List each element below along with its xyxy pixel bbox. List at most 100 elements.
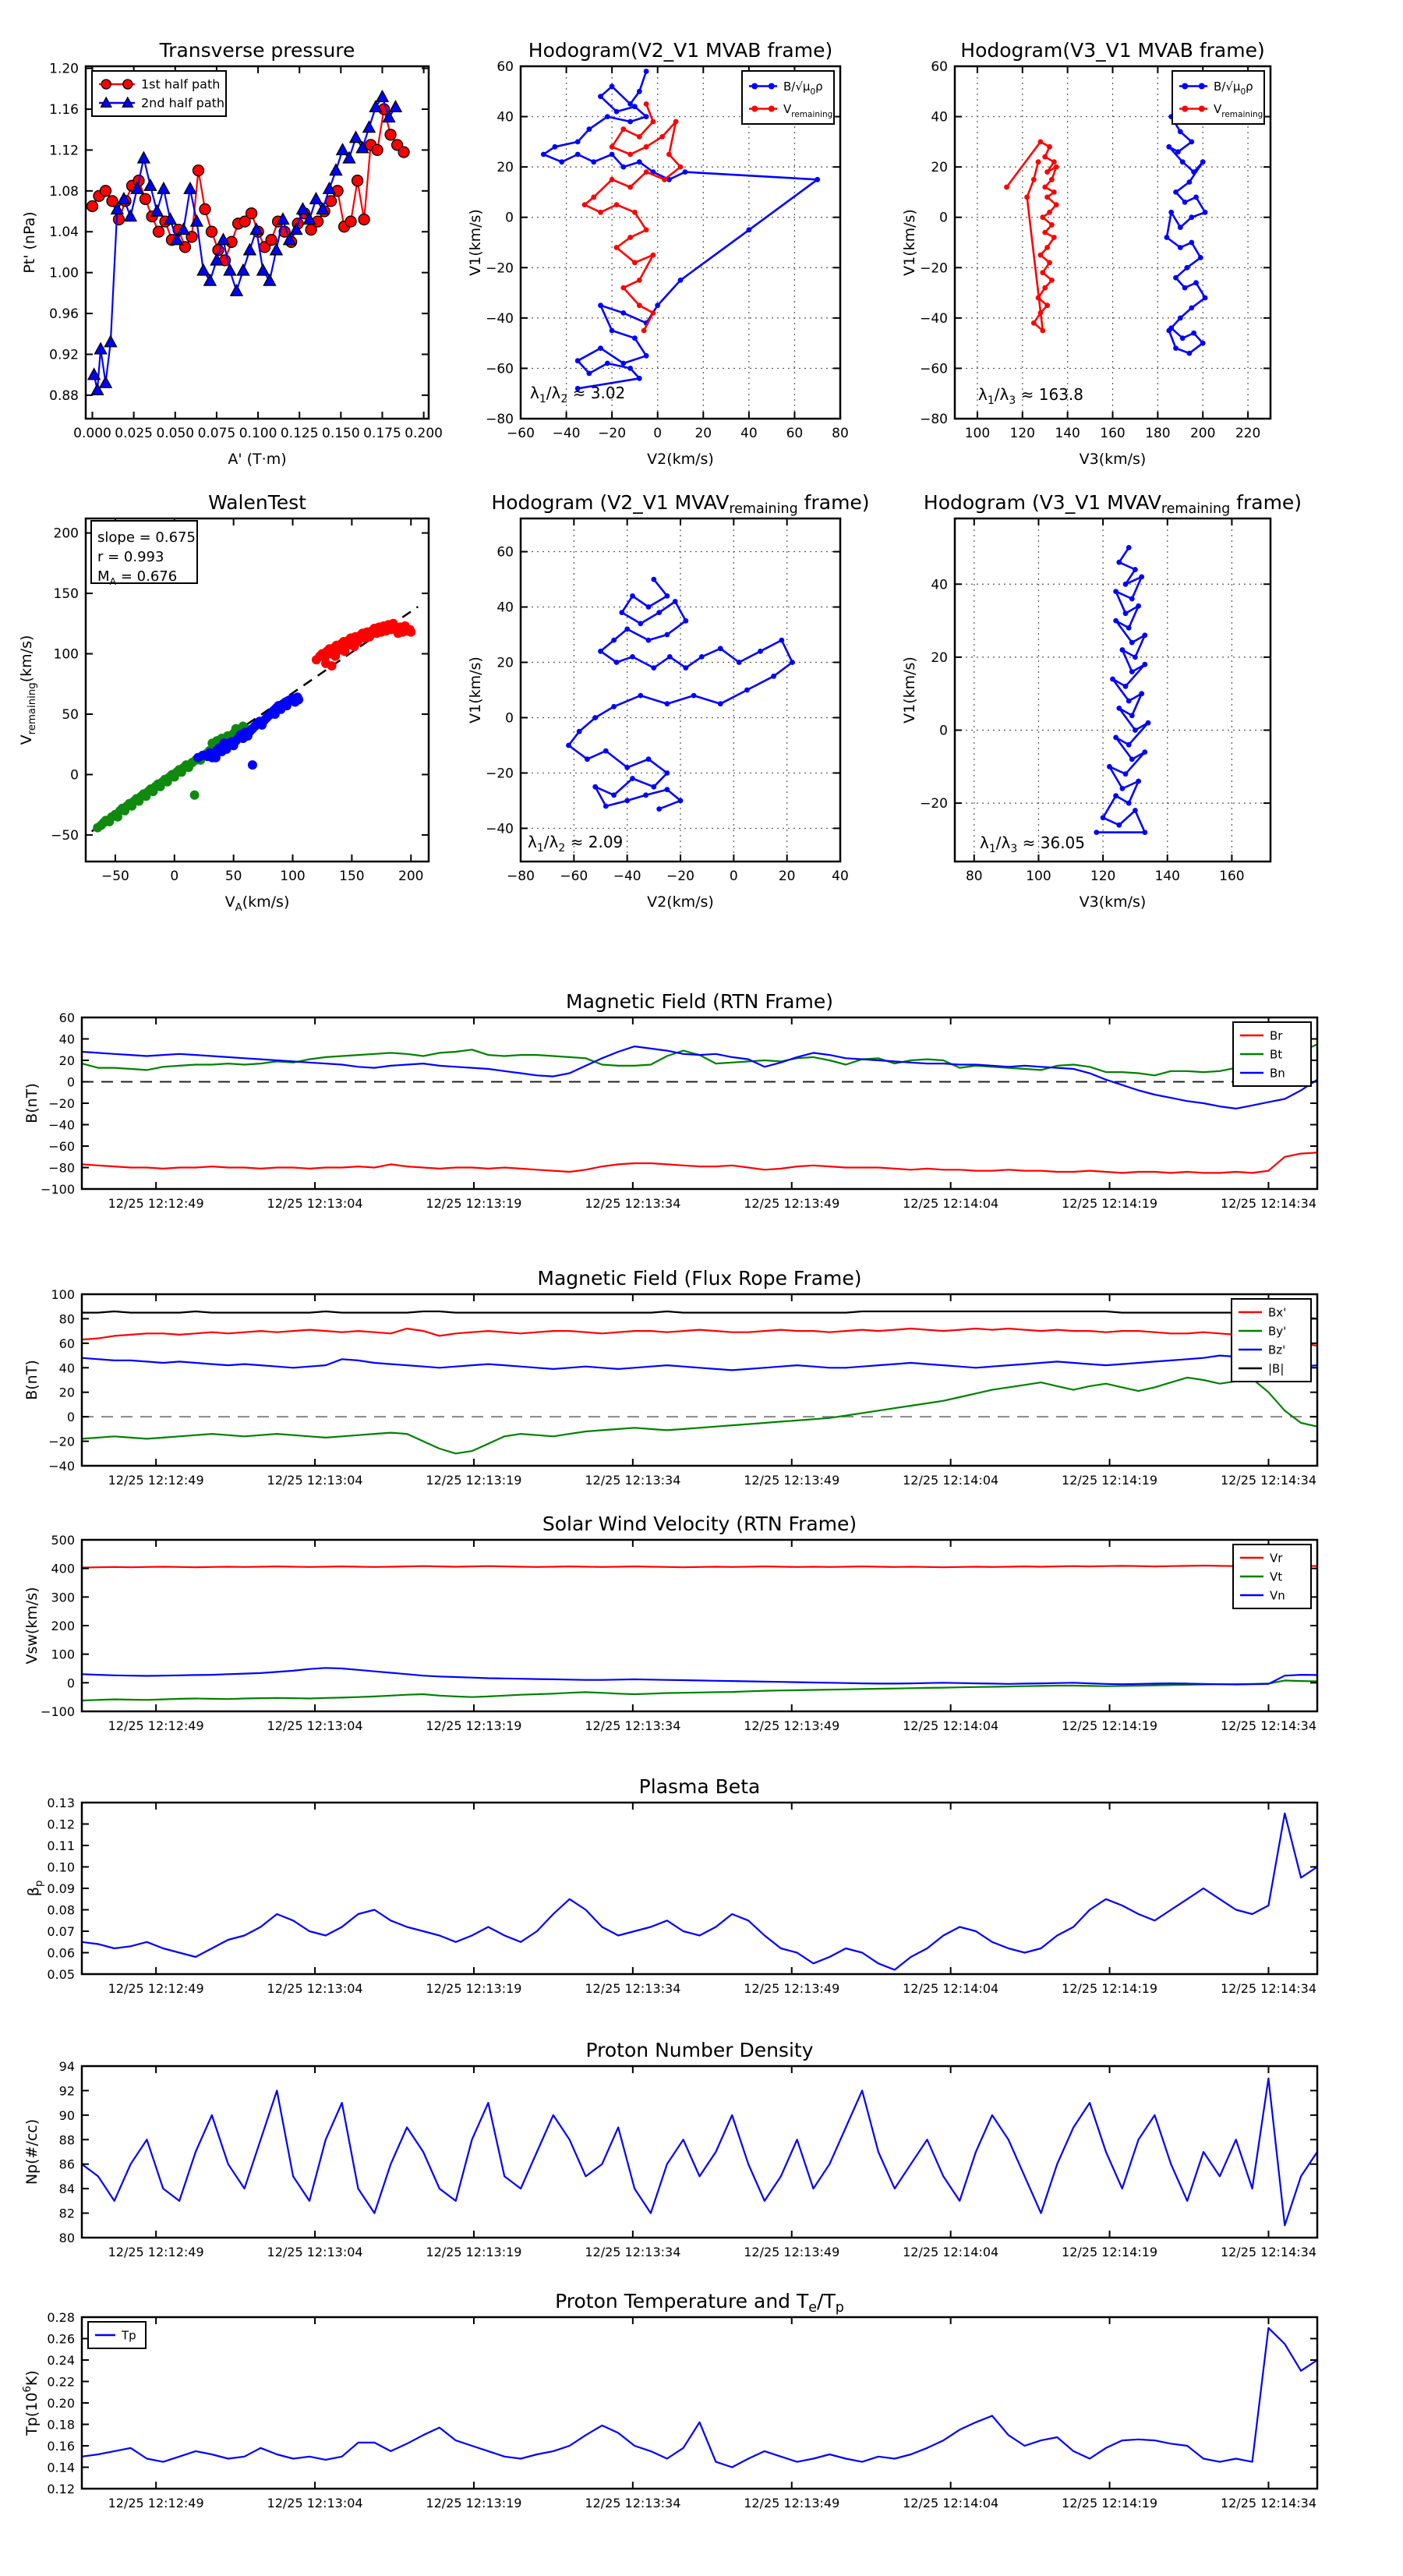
point-marker (664, 593, 670, 599)
point-marker (603, 803, 609, 809)
x-tick-label: 200 (1190, 426, 1215, 441)
point-marker (1179, 335, 1186, 341)
point-marker (609, 176, 615, 182)
x-tick-label: 40 (740, 426, 758, 441)
point-marker (1177, 225, 1183, 230)
triangle-marker (289, 222, 303, 235)
point-marker (683, 665, 689, 671)
x-tick-label: 140 (1155, 869, 1180, 884)
x-axis-label: V3(km/s) (1080, 451, 1147, 468)
y-tick-label: 60 (59, 1010, 75, 1025)
x-tick-label: 12/25 12:12:49 (108, 1718, 204, 1733)
point-marker (664, 701, 670, 707)
x-tick-label: −40 (553, 426, 581, 441)
y-tick-label: 0 (505, 710, 514, 726)
point-marker (673, 119, 679, 125)
y-tick-label: 0.07 (47, 1924, 75, 1939)
y-tick-label: 0 (67, 1410, 75, 1424)
y-tick-label: 200 (54, 526, 79, 542)
point-marker (199, 203, 211, 216)
y-axis-label: βp​ (25, 1881, 45, 1897)
y-tick-label: 1.00 (49, 266, 79, 281)
point-marker (1119, 647, 1126, 653)
point-marker (99, 185, 112, 197)
y-axis-label: V1(km/s) (467, 209, 484, 276)
point-marker (327, 661, 337, 671)
point-marker (585, 756, 590, 763)
point-marker (1113, 734, 1119, 741)
y-tick-label: −20 (486, 260, 514, 276)
point-marker (650, 252, 656, 258)
point-marker (586, 126, 592, 133)
triangle-marker (110, 202, 125, 215)
y-tick-label: 0.22 (47, 2375, 75, 2390)
axes-frame (519, 517, 842, 863)
triangle-marker (157, 181, 171, 194)
point-marker (1142, 661, 1148, 667)
point-marker (624, 626, 631, 632)
point-marker (1042, 184, 1048, 190)
x-tick-label: 180 (1145, 426, 1170, 441)
triangle-marker (104, 334, 118, 348)
x-tick-label: 140 (1055, 426, 1080, 441)
y-tick-label: 0.88 (49, 388, 79, 404)
plot-title: Hodogram (V3_V1 MVAVremaining​ frame) (924, 491, 1302, 517)
y-tick-label: −20 (920, 260, 948, 276)
point-marker (1024, 194, 1030, 200)
y-tick-label: 0.18 (47, 2418, 75, 2433)
axes-frame (80, 1016, 1319, 1191)
point-marker (636, 303, 642, 309)
x-tick-label: 60 (786, 426, 804, 441)
point-marker (1168, 209, 1175, 215)
x-tick-label: −80 (507, 869, 535, 884)
point-marker (627, 366, 633, 371)
x-axis-label: V2(km/s) (647, 451, 714, 468)
point-marker (1136, 603, 1141, 609)
x-tick-label: 12/25 12:13:04 (267, 1981, 363, 1996)
point-marker (651, 784, 657, 790)
plot-title: Proton Number Density (586, 2039, 814, 2061)
point-marker (1122, 610, 1129, 617)
y-tick-label: 1.16 (49, 102, 79, 118)
point-marker (650, 119, 656, 125)
point-marker (627, 235, 633, 240)
x-tick-label: 12/25 12:13:04 (267, 1196, 363, 1211)
y-tick-label: 20 (497, 160, 514, 175)
point-marker (627, 151, 633, 157)
point-marker (540, 151, 546, 157)
point-marker (586, 370, 592, 377)
y-axis-label: B(nT) (23, 1083, 41, 1123)
triangle-marker (276, 212, 290, 225)
point-marker (682, 169, 688, 175)
point-marker (613, 108, 620, 115)
x-tick-label: 12/25 12:13:19 (426, 1718, 521, 1733)
triangle-marker (98, 375, 113, 388)
point-marker (598, 345, 603, 351)
triangle-marker (122, 96, 134, 108)
x-tick-label: 0.000 (73, 426, 111, 441)
y-tick-label: 40 (59, 1361, 75, 1375)
point-marker (1040, 327, 1046, 334)
triangle-marker (348, 130, 363, 143)
point-marker (1116, 706, 1122, 711)
point-marker (1049, 222, 1055, 228)
x-tick-label: 12/25 12:13:49 (744, 2245, 839, 2259)
axes-frame (84, 517, 430, 863)
y-tick-label: 0 (67, 1075, 75, 1090)
x-tick-label: 12/25 12:12:49 (108, 2245, 204, 2259)
triangle-marker (295, 202, 310, 215)
point-marker (751, 83, 758, 90)
y-tick-label: −60 (486, 361, 514, 377)
point-marker (358, 213, 370, 226)
point-marker (1030, 320, 1037, 326)
triangle-marker (117, 191, 131, 204)
point-marker (384, 129, 397, 141)
point-marker (1202, 209, 1208, 215)
x-tick-label: 12/25 12:14:04 (903, 2496, 998, 2511)
x-tick-label: 12/25 12:13:04 (267, 1718, 363, 1733)
y-tick-label: 20 (59, 1385, 75, 1400)
x-tick-label: 12/25 12:13:04 (267, 2245, 363, 2259)
y-tick-label: −100 (41, 1182, 75, 1197)
triangle-marker (136, 150, 151, 164)
